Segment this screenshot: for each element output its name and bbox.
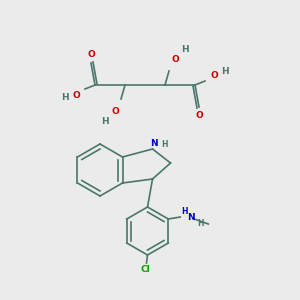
Text: H: H [181, 208, 188, 217]
Text: O: O [210, 70, 218, 80]
Text: O: O [111, 106, 119, 116]
Text: H: H [101, 116, 109, 125]
Text: H: H [181, 44, 189, 53]
Text: O: O [195, 112, 203, 121]
Text: H: H [197, 220, 204, 229]
Text: O: O [171, 55, 179, 64]
Text: H: H [161, 140, 168, 149]
Text: H: H [221, 68, 229, 76]
Text: H: H [61, 94, 69, 103]
Text: O: O [72, 91, 80, 100]
Text: N: N [188, 212, 195, 221]
Text: Cl: Cl [141, 265, 150, 274]
Text: O: O [87, 50, 95, 58]
Text: N: N [150, 140, 157, 148]
